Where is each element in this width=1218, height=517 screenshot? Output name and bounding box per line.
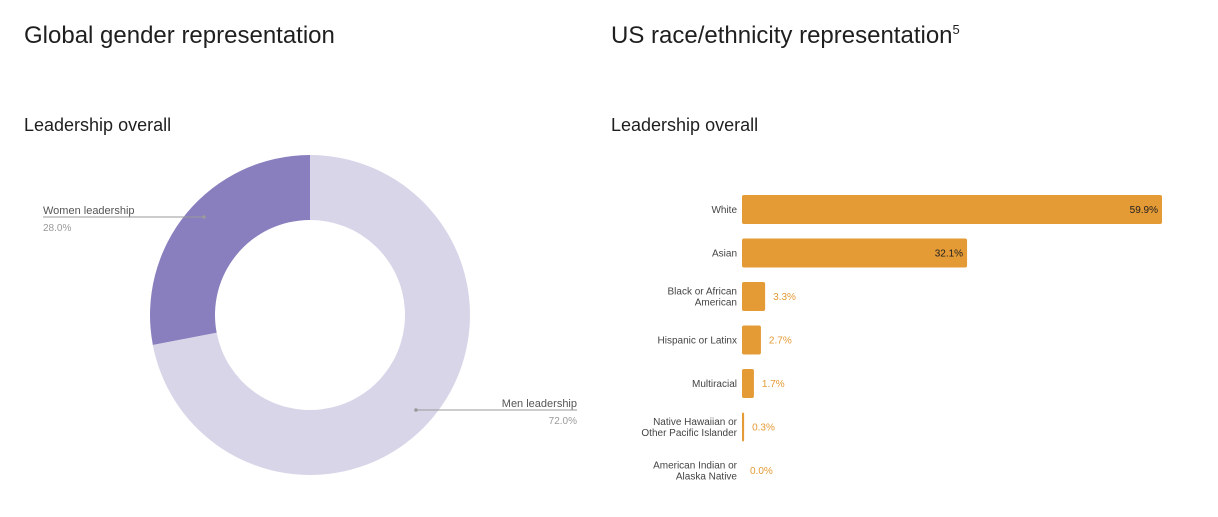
gender-donut-chart: Women leadership 28.0% Men leadership 72.0% [43,155,577,475]
race-bar-chart: White 59.9% Asian 32.1% Black or African Amer… [641,195,1162,483]
leader-dot-men-leadership [414,408,418,412]
value-label-multiracial: 1.7% [762,379,785,390]
value-label-native-hawaiian-or-other-pacific-islander: 0.3% [752,423,775,434]
value-label-black-or-african-american: 3.3% [773,292,796,303]
bar-multiracial [742,369,754,398]
bar-black-or-african-american [742,282,766,311]
category-label-black-or-african-american: Black or African American [668,287,737,309]
leader-dot-women-leadership [202,215,206,219]
category-label-american-indian-or-alaska-native: American Indian or Alaska Native [653,461,738,483]
category-label-multiracial: Multiracial [692,379,737,390]
gender-chart-subtitle: Leadership overall [24,115,172,135]
donut-value-men-leadership: 72.0% [549,416,577,427]
race-chart-subtitle: Leadership overall [611,115,759,135]
race-chart-title: US race/ethnicity representation5 [611,22,960,49]
donut-value-women-leadership: 28.0% [43,223,71,234]
value-label-asian: 32.1% [935,249,963,260]
bar-hispanic-or-latinx [742,325,761,355]
category-label-asian: Asian [712,249,737,260]
footnote-marker: 5 [952,22,960,37]
donut-slice-men-leadership [152,155,471,475]
category-label-native-hawaiian-or-other-pacific-islander: Native Hawaiian or Other Pacific Islander [641,417,737,439]
value-label-white: 59.9% [1130,205,1158,216]
bar-asian [742,238,968,268]
category-label-hispanic-or-latinx: Hispanic or Latinx [658,336,737,347]
bar-native-hawaiian-or-other-pacific-islander [742,412,745,442]
bar-white [742,195,1162,224]
value-label-american-indian-or-alaska-native: 0.0% [750,466,773,477]
category-label-white: White [711,205,737,216]
gender-chart-title: Global gender representation [24,22,335,49]
donut-label-men-leadership: Men leadership [502,398,577,410]
value-label-hispanic-or-latinx: 2.7% [769,336,792,347]
donut-slice-women-leadership [150,155,310,345]
donut-label-women-leadership: Women leadership [43,205,135,217]
